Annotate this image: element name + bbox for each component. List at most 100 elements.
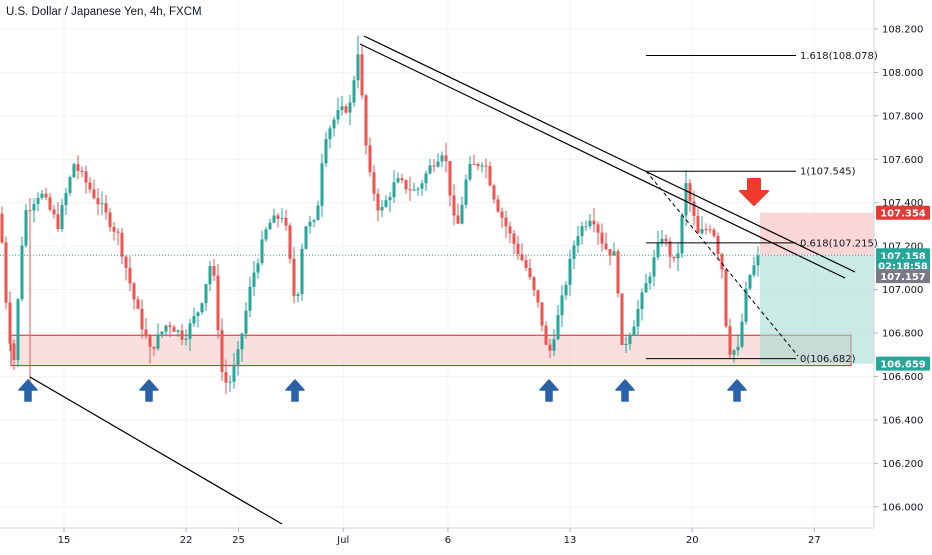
candle-body [108,212,112,228]
price-tag-label: 107.158 [880,251,926,262]
candle-body [672,256,676,259]
candle-body [432,165,436,167]
candle-body [520,254,524,261]
candle-body [128,267,132,284]
candle-body [584,226,588,228]
candle-body [16,299,20,361]
candle-body [344,106,348,113]
candle-body [476,164,480,167]
candle-body [352,80,356,103]
up-arrow-icon [285,379,305,402]
candle-body [300,248,304,295]
candle-body [656,242,660,258]
candle-body [208,266,212,285]
candle-body [80,170,84,172]
fib-diagonal [645,170,799,357]
candle-body [496,199,500,212]
x-tick-label: 22 [180,535,193,546]
y-tick-label: 107.000 [882,285,923,296]
candle-body [480,165,484,167]
candle-body [568,258,572,285]
candle-body [252,272,256,287]
candle-body [684,183,688,216]
candle-body [220,330,224,373]
x-tick-label: 15 [58,535,71,546]
price-tag [876,269,930,284]
candle-body [740,321,744,347]
candle-body [396,178,400,183]
candle-body [516,243,520,255]
candle-body [484,165,488,167]
candle-body [4,242,8,303]
y-tick-label: 107.600 [882,155,923,166]
candle-body [8,302,12,344]
candle-body [720,254,724,270]
candle-body [372,172,376,194]
candle-body [652,257,656,277]
candle-body [236,349,240,365]
candle-body [700,229,704,234]
candle-body [608,249,612,256]
candle-body [156,334,160,349]
candle-body [428,165,432,174]
candle-body [36,197,40,205]
candle-body [132,283,136,300]
candle-body [228,381,232,383]
candle-body [580,226,584,237]
candle-body [56,214,60,230]
x-tick-label: Jul [336,535,349,546]
candle-body [528,267,532,278]
candle-body [244,310,248,334]
candle-body [328,128,332,140]
candle-body [72,164,76,178]
x-tick-label: 13 [564,535,577,546]
fib-level-label: 0(106.682) [800,354,856,365]
y-tick-label: 106.000 [882,502,923,513]
candle-body [728,326,732,355]
candle-body [408,189,412,191]
candle-body [164,325,168,332]
candle-body [468,163,472,180]
up-arrow-icon [539,379,559,402]
stop-loss-zone [760,212,874,256]
candle-body [564,284,568,296]
candle-body [592,220,596,225]
candle-body [736,346,740,351]
candle-body [660,238,664,243]
candle-body [704,229,708,231]
candle-body [648,276,652,284]
candle-body [160,331,164,335]
y-tick-label: 108.000 [882,68,923,79]
candle-body [732,350,736,355]
candle-body [376,193,380,211]
candle-body [340,106,344,111]
candle-body [12,343,16,361]
candle-body [360,54,364,96]
fib-level-label: 0.618(107.215) [800,238,878,249]
candle-body [572,245,576,259]
candle-body [248,286,252,311]
candle-body [384,200,388,207]
up-arrow-icon [18,379,38,402]
candle-body [40,193,44,198]
price-tag-label: 107.354 [880,209,926,220]
candle-body [440,155,444,162]
up-arrow-icon [139,379,159,402]
candle-body [616,251,620,294]
candle-body [168,325,172,328]
candle-body [316,205,320,221]
candle-body [512,233,516,244]
trendline-upper-2 [359,43,846,279]
y-tick-label: 106.400 [882,415,923,426]
candle-body [312,220,316,222]
price-tag-label: 106.659 [880,360,926,371]
candle-body [708,229,712,231]
y-tick-label: 108.200 [882,24,923,35]
candle-body [632,326,636,336]
candle-body [392,182,396,198]
candle-body [628,335,632,344]
candle-body [640,292,644,310]
candle-body [680,215,684,254]
